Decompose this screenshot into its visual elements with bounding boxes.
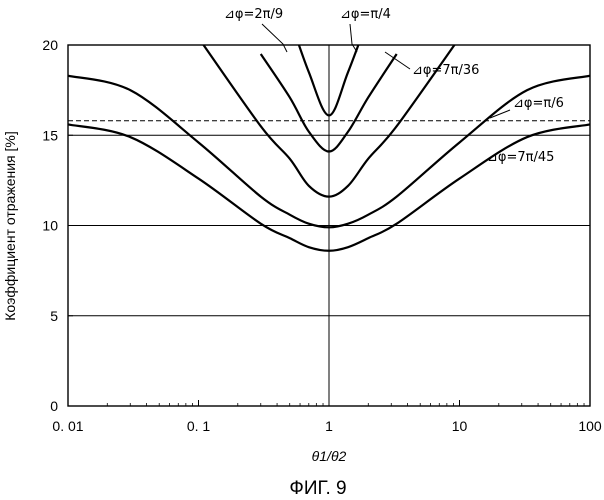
series-label: ⊿φ=2π/9 [224, 7, 283, 22]
figure-caption: ФИГ. 9 [289, 478, 346, 499]
series-label: ⊿φ=π/6 [513, 96, 564, 111]
x-ticks: 0. 01 0. 1 1 10 100 [52, 400, 601, 434]
y-tick-label: 10 [42, 218, 58, 234]
x-tick-label: 0. 1 [187, 418, 211, 434]
series-label: ⊿φ=π/4 [340, 7, 391, 22]
series-leader-line [350, 24, 357, 52]
x-axis-label: θ1/θ2 [312, 448, 347, 464]
x-tick-label: 1 [325, 418, 333, 434]
annotations: ⊿φ=7π/45 ⊿φ=π/6 ⊿φ=7π/36 ⊿φ=2π/9 ⊿φ=π/4 [224, 7, 564, 165]
series-leader-line [262, 24, 287, 52]
x-tick-label: 100 [578, 418, 602, 434]
series-label: ⊿φ=7π/36 [412, 63, 479, 78]
x-tick-label: 0. 01 [52, 418, 83, 434]
y-tick-label: 5 [50, 308, 58, 324]
y-tick-label: 20 [42, 37, 58, 53]
y-tick-label: 0 [50, 398, 58, 414]
series-label: ⊿φ=7π/45 [487, 150, 554, 165]
y-axis-label: Коэффициент отражения [%] [2, 131, 18, 320]
x-tick-label: 10 [452, 418, 468, 434]
y-tick-label: 15 [42, 127, 58, 143]
